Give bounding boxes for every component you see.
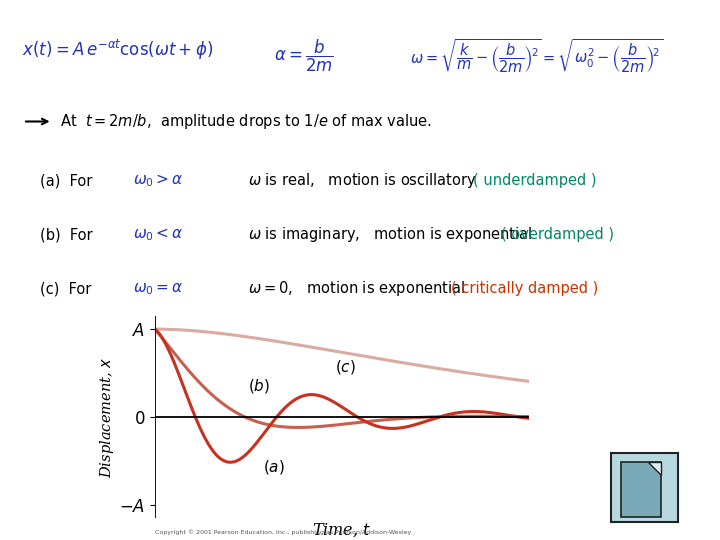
Text: (c)  For: (c) For bbox=[40, 281, 91, 296]
Text: ( critically damped ): ( critically damped ) bbox=[451, 281, 598, 296]
Text: $\omega_0 < \alpha$: $\omega_0 < \alpha$ bbox=[133, 227, 184, 243]
Text: $\omega = \sqrt{\dfrac{k}{m} - \left(\dfrac{b}{2m}\right)^{\!2}} = \sqrt{\omega_: $\omega = \sqrt{\dfrac{k}{m} - \left(\df… bbox=[410, 38, 664, 75]
Text: $\omega = 0$,   motion is exponential: $\omega = 0$, motion is exponential bbox=[248, 279, 472, 299]
Text: $(b)$: $(b)$ bbox=[248, 377, 271, 395]
Text: $\omega_0 > \alpha$: $\omega_0 > \alpha$ bbox=[133, 173, 184, 189]
Text: $x(t) = A\,e^{-\alpha t}\cos(\omega t + \phi)$: $x(t) = A\,e^{-\alpha t}\cos(\omega t + … bbox=[22, 38, 212, 62]
Text: (a)  For: (a) For bbox=[40, 173, 92, 188]
Text: $(c)$: $(c)$ bbox=[335, 358, 356, 376]
Text: $\omega$ is real,   motion is oscillatory: $\omega$ is real, motion is oscillatory bbox=[248, 171, 482, 191]
Text: Copyright © 2001 Pearson Education, Inc., publishing as Pearson/Addison-Wesley: Copyright © 2001 Pearson Education, Inc.… bbox=[155, 529, 411, 535]
Text: $\omega_0 = \alpha$: $\omega_0 = \alpha$ bbox=[133, 281, 184, 297]
Text: $\alpha = \dfrac{b}{2m}$: $\alpha = \dfrac{b}{2m}$ bbox=[274, 38, 333, 74]
Polygon shape bbox=[648, 462, 661, 475]
Text: ( underdamped ): ( underdamped ) bbox=[473, 173, 597, 188]
Text: ( overdamped ): ( overdamped ) bbox=[501, 227, 614, 242]
Text: $(a)$: $(a)$ bbox=[264, 458, 285, 476]
Text: At  $t = 2m / b$,  amplitude drops to $1/e$ of max value.: At $t = 2m / b$, amplitude drops to $1/e… bbox=[60, 112, 432, 131]
Text: $\omega$ is imaginary,   motion is exponential: $\omega$ is imaginary, motion is exponen… bbox=[248, 225, 539, 245]
Text: (b)  For: (b) For bbox=[40, 227, 92, 242]
Y-axis label: Displacement, $x$: Displacement, $x$ bbox=[98, 356, 116, 478]
FancyBboxPatch shape bbox=[621, 462, 661, 516]
FancyBboxPatch shape bbox=[611, 453, 678, 522]
X-axis label: Time, $t$: Time, $t$ bbox=[312, 521, 372, 538]
